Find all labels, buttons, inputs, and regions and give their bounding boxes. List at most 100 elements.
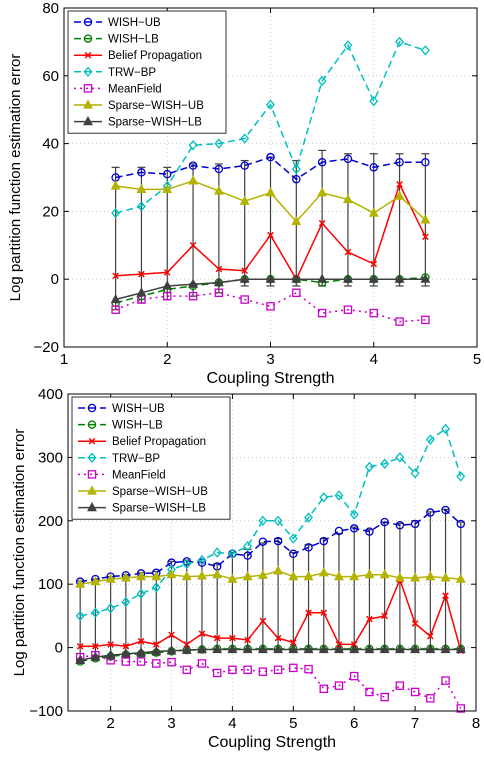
x-tick-label: 4 xyxy=(370,351,378,368)
data-point xyxy=(395,157,404,167)
data-point xyxy=(319,492,329,503)
y-tick-label: −100 xyxy=(29,703,63,720)
y-axis-label: Log partition function estimation error xyxy=(11,429,28,677)
data-point xyxy=(456,519,466,529)
data-point xyxy=(111,305,120,314)
data-point xyxy=(90,607,100,618)
data-point xyxy=(214,138,224,149)
data-point xyxy=(365,687,374,697)
data-point xyxy=(189,241,197,249)
data-point xyxy=(120,648,131,658)
data-point xyxy=(162,280,173,290)
legend-marker xyxy=(87,420,97,429)
data-point xyxy=(213,276,224,287)
data-point xyxy=(182,557,191,566)
data-point xyxy=(121,657,131,666)
data-point xyxy=(212,668,222,678)
legend-item: Sparse−WISH−UB xyxy=(74,99,204,112)
data-point xyxy=(273,536,283,546)
series-7 xyxy=(75,643,466,664)
data-point xyxy=(303,643,314,654)
chart-top: 1 2 3 4 5 −20 0 20 40 60 80 Coupling Strength Log pa… xyxy=(7,0,481,387)
data-point xyxy=(349,570,360,581)
data-point xyxy=(319,684,329,694)
data-point xyxy=(136,287,147,297)
legend-item: Sparse−WISH−UB xyxy=(78,485,208,498)
data-point xyxy=(273,643,284,654)
data-point xyxy=(394,273,405,283)
data-point xyxy=(365,527,374,536)
data-point xyxy=(289,549,298,559)
data-point xyxy=(136,201,146,212)
data-point xyxy=(215,265,223,273)
data-point xyxy=(292,288,301,298)
data-point xyxy=(366,615,373,623)
data-point xyxy=(318,567,329,577)
data-point xyxy=(188,291,198,301)
data-point xyxy=(213,634,221,642)
y-tick-label: −20 xyxy=(34,339,59,356)
legend-label: Sparse−WISH−UB xyxy=(108,100,204,112)
series-5 xyxy=(75,650,466,713)
data-point xyxy=(343,305,353,314)
data-point xyxy=(136,588,146,599)
data-point xyxy=(273,665,283,675)
data-point xyxy=(259,617,267,625)
data-point xyxy=(266,99,275,110)
data-point xyxy=(334,643,344,654)
data-point xyxy=(76,643,84,650)
data-point xyxy=(228,665,237,675)
data-point xyxy=(75,578,86,588)
x-tick-label: 5 xyxy=(473,351,481,368)
data-point xyxy=(182,665,191,675)
data-point xyxy=(183,641,191,648)
series-line xyxy=(80,577,462,651)
legend-label: WISH−UB xyxy=(108,17,161,29)
data-point xyxy=(122,643,130,650)
data-point xyxy=(394,643,405,654)
data-point xyxy=(288,643,299,654)
legend-label: WISH−UB xyxy=(112,403,165,415)
data-point xyxy=(136,183,147,193)
data-point xyxy=(274,634,282,642)
legend-item: WISH−LB xyxy=(74,34,159,46)
data-point xyxy=(240,133,250,144)
x-tick-label: 2 xyxy=(163,351,171,368)
data-point xyxy=(380,517,389,527)
data-point xyxy=(410,468,420,479)
data-point xyxy=(456,704,466,713)
series-group xyxy=(75,423,466,713)
data-point xyxy=(411,620,419,627)
data-point xyxy=(197,659,207,668)
data-point xyxy=(291,273,302,283)
legend: WISH−UB WISH−LB Belief Propagation TRW−BP Me… xyxy=(67,10,227,134)
legend-item: Belief Propagation xyxy=(78,436,206,448)
data-point xyxy=(410,572,421,582)
data-point xyxy=(110,293,121,304)
series-3 xyxy=(112,180,429,283)
data-point xyxy=(267,231,274,239)
data-point xyxy=(112,272,119,280)
data-point xyxy=(369,96,379,107)
data-point xyxy=(273,515,283,526)
data-point xyxy=(138,270,145,278)
data-point xyxy=(288,570,299,581)
data-point xyxy=(167,657,176,667)
data-point xyxy=(303,570,314,581)
legend: WISH−UB WISH−LB Belief Propagation TRW−BP Me… xyxy=(71,396,231,520)
legend-box xyxy=(67,10,227,134)
x-tick-label: 1 xyxy=(60,351,68,368)
legend-item: Sparse−WISH−LB xyxy=(74,115,202,129)
data-point xyxy=(166,645,177,655)
data-point xyxy=(90,576,101,586)
y-tick-label: 60 xyxy=(42,68,59,85)
legend-label: Belief Propagation xyxy=(112,436,206,448)
data-point xyxy=(273,565,284,575)
data-point xyxy=(188,140,198,151)
data-point xyxy=(289,663,298,673)
data-point xyxy=(395,681,405,690)
data-point xyxy=(75,610,85,622)
legend-label: Sparse−WISH−LB xyxy=(108,117,202,129)
data-point xyxy=(369,308,378,318)
